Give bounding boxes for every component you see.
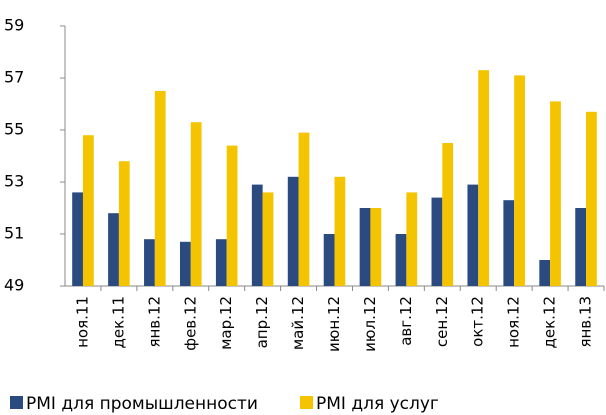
x-tick-label: сен.12: [433, 296, 451, 347]
y-tick-label: 57: [4, 68, 24, 87]
bar: [478, 70, 490, 286]
y-tick-label: 53: [4, 172, 24, 191]
x-tick-label: июл.12: [361, 296, 379, 352]
bar: [179, 241, 191, 286]
bar: [586, 111, 597, 286]
bar: [72, 192, 83, 286]
bar: [514, 75, 525, 287]
bar: [575, 208, 587, 286]
x-tick-label: ноя.12: [505, 296, 523, 348]
bar: [359, 208, 371, 286]
legend-label: PMI для услуг: [316, 394, 439, 414]
bar: [431, 197, 443, 286]
y-tick-label: 55: [4, 120, 24, 139]
x-tick-label: ноя.11: [73, 296, 91, 348]
bar: [442, 143, 454, 286]
y-tick-label: 51: [4, 224, 24, 243]
bar: [406, 192, 418, 286]
legend-label: PMI для промышленности: [26, 394, 258, 414]
bar: [550, 101, 561, 287]
bar: [287, 176, 299, 286]
x-tick-label: фев.12: [181, 296, 199, 351]
legend-swatch: [300, 396, 313, 409]
bar: [144, 239, 155, 286]
x-tick-label: дек.12: [541, 296, 559, 349]
bar: [370, 208, 382, 286]
y-tick-label: 49: [4, 276, 24, 295]
bar: [190, 122, 202, 286]
bar: [154, 91, 166, 286]
bar: [108, 213, 119, 286]
x-tick-label: апр.12: [253, 296, 271, 348]
bar: [82, 135, 94, 286]
bar: [118, 161, 130, 286]
x-tick-label: мар.12: [217, 296, 235, 350]
x-tick-label: май.12: [289, 296, 307, 350]
bar: [262, 192, 274, 286]
legend-swatch: [10, 396, 23, 409]
x-tick-label: янв.12: [145, 296, 163, 348]
x-tick-label: окт.12: [469, 296, 487, 347]
bar: [215, 239, 227, 286]
x-tick-label: янв.13: [577, 296, 595, 348]
bar: [395, 234, 407, 286]
y-tick-label: 59: [4, 16, 24, 35]
x-tick-label: авг.12: [397, 296, 415, 346]
bar: [251, 184, 263, 286]
bar: [334, 176, 346, 286]
bar: [467, 184, 479, 286]
bar: [539, 260, 551, 286]
x-tick-label: июн.12: [325, 296, 343, 352]
bar: [503, 200, 515, 286]
bar: [298, 132, 310, 286]
bar: [323, 234, 335, 286]
x-tick-label: дек.11: [109, 296, 127, 349]
bar: [226, 145, 238, 286]
